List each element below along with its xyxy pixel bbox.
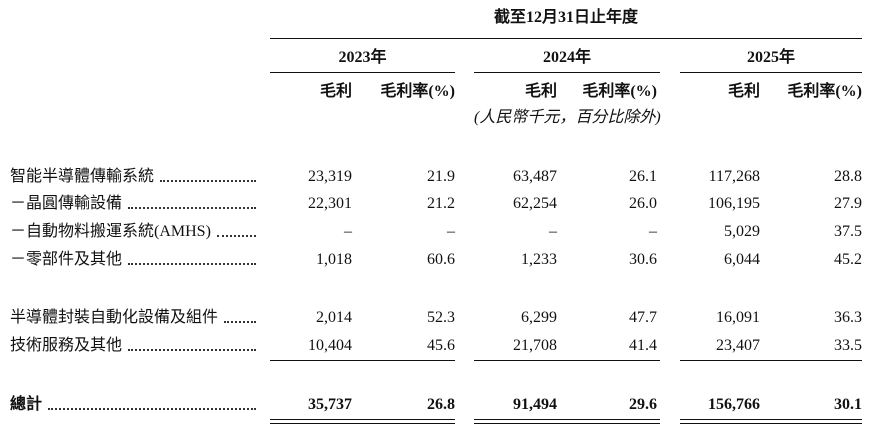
cell: – xyxy=(549,223,557,240)
year-header: 2025年 xyxy=(746,49,795,66)
cell: 30.6 xyxy=(629,251,657,268)
cell: 41.4 xyxy=(629,337,657,354)
cell: 16,091 xyxy=(716,309,760,326)
cell: 63,487 xyxy=(513,168,557,185)
cell: 27.9 xyxy=(834,195,862,212)
cell: 45.6 xyxy=(427,337,455,354)
cell: 21.2 xyxy=(427,195,455,212)
cell: 91,494 xyxy=(513,396,557,413)
cell: 21.9 xyxy=(427,168,455,185)
cell: 1,233 xyxy=(521,251,557,268)
rule xyxy=(270,360,455,361)
unit-note: (人民幣千元，百分比除外) xyxy=(474,109,661,126)
rule xyxy=(680,360,862,361)
cell: 21,708 xyxy=(513,337,557,354)
cell: 156,766 xyxy=(708,396,760,413)
cell: 37.5 xyxy=(834,223,862,240)
cell: 35,737 xyxy=(308,396,352,413)
row-label: 半導體封裝自動化設備及組件 xyxy=(10,309,219,326)
row-label: 總計 xyxy=(10,396,43,413)
cell: 22,301 xyxy=(308,195,352,212)
cell: 26.1 xyxy=(629,168,657,185)
leader xyxy=(160,180,256,182)
cell: 36.3 xyxy=(834,309,862,326)
cell: 117,268 xyxy=(708,168,760,185)
cell: 33.5 xyxy=(834,337,862,354)
row-label: －自動物料搬運系統(AMHS) xyxy=(10,223,211,240)
cell: 60.6 xyxy=(427,251,455,268)
cell: 47.7 xyxy=(629,309,657,326)
cell: 5,029 xyxy=(724,223,760,240)
row-label: －晶圓傳輸設備 xyxy=(10,195,123,212)
rule xyxy=(474,419,660,420)
row-label: 技術服務及其他 xyxy=(10,337,123,354)
leader xyxy=(128,207,256,209)
cell: 30.1 xyxy=(834,396,862,413)
rule xyxy=(270,38,862,39)
cell: 23,319 xyxy=(308,168,352,185)
column-header: 毛利 xyxy=(319,83,352,100)
rule xyxy=(270,419,455,420)
year-header: 2023年 xyxy=(338,49,387,66)
cell: 106,195 xyxy=(708,195,760,212)
cell: 28.8 xyxy=(834,168,862,185)
cell: 52.3 xyxy=(427,309,455,326)
row-label-wrap: 半導體封裝自動化設備及組件 xyxy=(10,308,258,328)
rule xyxy=(270,72,455,73)
cell: – xyxy=(649,223,657,240)
table-caption: 截至12月31日止年度 xyxy=(493,9,638,26)
row-label: －零部件及其他 xyxy=(10,251,123,268)
cell: – xyxy=(447,223,455,240)
leader xyxy=(128,263,256,265)
row-label: 智能半導體傳輸系統 xyxy=(10,168,155,185)
cell: 6,044 xyxy=(724,251,760,268)
row-label-wrap: －自動物料搬運系統(AMHS) xyxy=(10,222,258,242)
cell: 6,299 xyxy=(521,309,557,326)
cell: 45.2 xyxy=(834,251,862,268)
row-label-wrap: 技術服務及其他 xyxy=(10,336,258,356)
year-header: 2024年 xyxy=(542,49,591,66)
cell: 10,404 xyxy=(308,337,352,354)
row-label-wrap: 智能半導體傳輸系統 xyxy=(10,167,258,187)
rule xyxy=(270,423,455,424)
leader xyxy=(128,349,256,351)
row-label-wrap: －零部件及其他 xyxy=(10,250,258,270)
cell: 23,407 xyxy=(716,337,760,354)
rule xyxy=(474,72,660,73)
rule xyxy=(680,423,862,424)
column-header: 毛利率(%) xyxy=(380,83,455,100)
cell: 26.8 xyxy=(427,396,455,413)
cell: 26.0 xyxy=(629,195,657,212)
rule xyxy=(474,423,660,424)
cell: 62,254 xyxy=(513,195,557,212)
column-header: 毛利 xyxy=(524,83,557,100)
cell: – xyxy=(344,223,352,240)
leader xyxy=(224,321,256,323)
column-header: 毛利率(%) xyxy=(582,83,657,100)
row-label-wrap: －晶圓傳輸設備 xyxy=(10,194,258,214)
rule xyxy=(474,360,660,361)
column-header: 毛利率(%) xyxy=(787,83,862,100)
cell: 2,014 xyxy=(316,309,352,326)
rule xyxy=(680,72,862,73)
cell: 1,018 xyxy=(316,251,352,268)
leader xyxy=(216,235,256,237)
row-label-wrap: 總計 xyxy=(10,395,258,415)
rule xyxy=(680,419,862,420)
column-header: 毛利 xyxy=(727,83,760,100)
cell: 29.6 xyxy=(629,396,657,413)
leader xyxy=(48,408,256,410)
